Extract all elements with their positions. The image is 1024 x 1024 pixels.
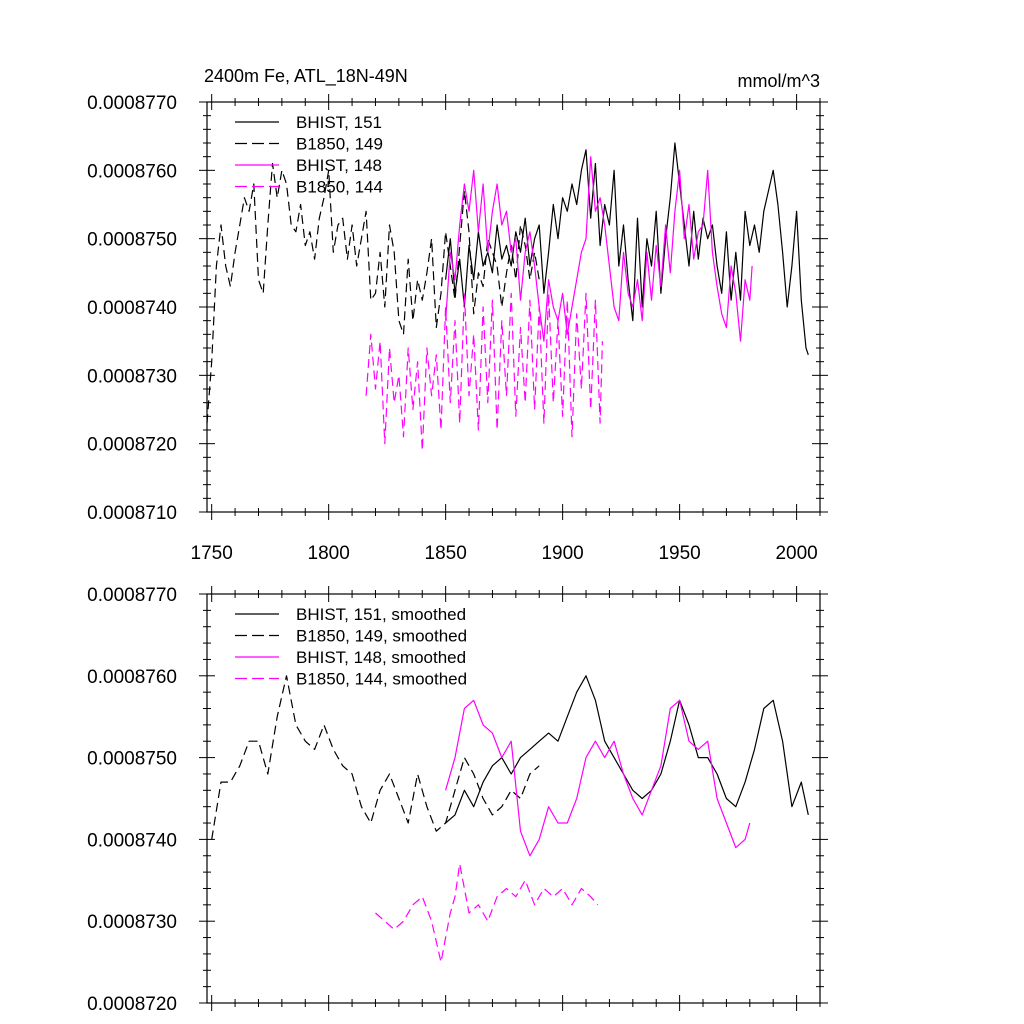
y-tick-label: 0.0008720	[87, 994, 177, 1015]
series-line-3	[445, 156, 753, 342]
y-tick-label: 0.0008710	[87, 503, 177, 524]
axes-layer: 0.0008710 0.0008720 0.0008730 0.0008740 0.00…	[87, 93, 828, 564]
series-layer	[206, 142, 809, 452]
y-tick-label: 0.0008740	[87, 830, 177, 851]
panel-title-left: 2400m Fe, ATL_18N-49N	[204, 66, 408, 87]
legend-label-4: B1850, 144	[296, 178, 383, 197]
legend-label-3: BHIST, 148	[296, 156, 382, 175]
y-tick-label: 0.0008750	[87, 230, 177, 251]
series-line-2	[206, 162, 540, 424]
legend-label-1: BHIST, 151, smoothed	[296, 605, 466, 624]
series-line-3	[445, 699, 751, 857]
series-line-4	[375, 863, 599, 963]
legend-label-1: BHIST, 151	[296, 113, 382, 132]
legend: BHIST, 151 B1850, 149 BHIST, 148 B1850, 144	[235, 113, 383, 197]
plot-frame	[206, 593, 821, 1004]
y-tick-label: 0.0008760	[87, 161, 177, 182]
legend-label-4: B1850, 144, smoothed	[296, 670, 467, 689]
x-tick-label: 1750	[191, 543, 233, 564]
axes-layer: 0.0008720 0.0008730 0.0008740 0.0008750 0.00…	[87, 585, 828, 1015]
series-line-2	[211, 675, 540, 840]
series-layer	[211, 675, 809, 963]
x-tick-label: 1800	[308, 543, 350, 564]
series-line-4	[365, 292, 603, 452]
y-tick-label: 0.0008720	[87, 435, 177, 456]
x-tick-label: 1900	[541, 543, 583, 564]
panel-title-units: mmol/m^3	[738, 71, 820, 91]
y-tick-label: 0.0008770	[87, 93, 177, 114]
legend-label-3: BHIST, 148, smoothed	[296, 648, 466, 667]
legend-label-2: B1850, 149, smoothed	[296, 627, 467, 646]
y-tick-label: 0.0008740	[87, 298, 177, 319]
series-line-1	[445, 675, 809, 824]
y-tick-label: 0.0008730	[87, 912, 177, 933]
x-tick-label: 2000	[775, 543, 817, 564]
y-tick-label: 0.0008770	[87, 585, 177, 606]
bottom-panel: 0.0008720 0.0008730 0.0008740 0.0008750 0.00…	[87, 585, 828, 1015]
series-line-1	[445, 142, 809, 355]
legend-label-2: B1850, 149	[296, 135, 383, 154]
top-panel: 2400m Fe, ATL_18N-49N mmol/m^3 0.0008710…	[87, 66, 828, 564]
legend: BHIST, 151, smoothed B1850, 149, smoothed…	[235, 605, 467, 689]
y-tick-label: 0.0008750	[87, 749, 177, 770]
y-tick-label: 0.0008760	[87, 667, 177, 688]
x-tick-label: 1950	[658, 543, 700, 564]
y-tick-label: 0.0008730	[87, 366, 177, 387]
x-tick-label: 1850	[425, 543, 467, 564]
